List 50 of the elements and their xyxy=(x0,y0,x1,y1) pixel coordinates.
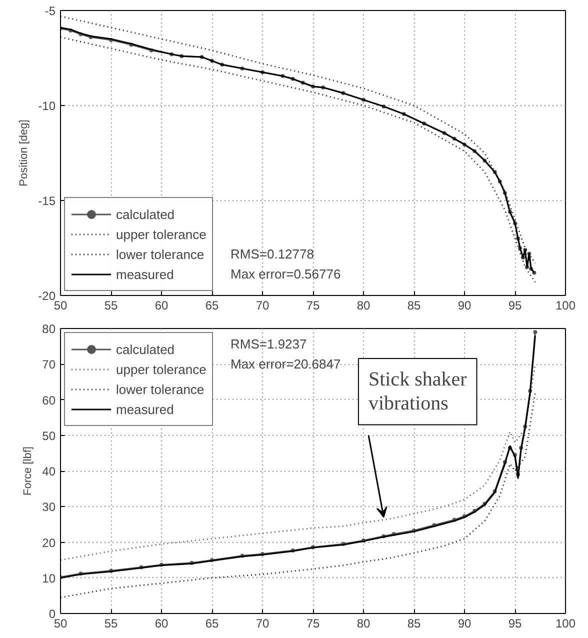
x-tick-label: 60 xyxy=(154,298,168,312)
legend-label: calculated xyxy=(116,206,175,222)
legend-label: calculated xyxy=(116,342,175,356)
x-tick-label: 65 xyxy=(205,616,219,630)
x-tick-label: 100 xyxy=(555,298,576,312)
y-tick-label: 80 xyxy=(42,322,56,336)
x-tick-label: 85 xyxy=(407,616,421,630)
y-tick-label: -20 xyxy=(38,289,56,303)
y-tick-label: -15 xyxy=(38,194,56,208)
x-tick-label: 75 xyxy=(306,298,320,312)
x-tick-label: 60 xyxy=(154,616,168,630)
y-tick-label: 70 xyxy=(42,358,56,372)
legend-label: upper tolerance xyxy=(116,226,206,242)
y-tick-label: -10 xyxy=(38,99,56,113)
y-tick-label: 20 xyxy=(42,536,56,550)
y-tick-label: 0 xyxy=(48,607,56,621)
annotation: RMS=0.12778 xyxy=(230,246,314,262)
x-tick-label: 70 xyxy=(256,616,270,630)
x-tick-label: 50 xyxy=(54,298,68,312)
x-tick-label: 55 xyxy=(104,298,118,312)
x-tick-label: 100 xyxy=(555,616,576,630)
x-tick-label: 80 xyxy=(356,298,370,312)
x-tick-label: 85 xyxy=(407,298,421,312)
x-tick-label: 95 xyxy=(508,616,522,630)
annotation: Max error=0.56776 xyxy=(230,266,341,282)
annotation: RMS=1.9237 xyxy=(230,336,307,352)
y-tick-label: 60 xyxy=(42,393,56,408)
x-tick-label: 95 xyxy=(508,298,522,312)
x-tick-label: 70 xyxy=(256,298,270,312)
y-tick-label: -5 xyxy=(44,4,56,18)
annotation: Max error=20.6847 xyxy=(230,356,341,372)
x-tick-label: 90 xyxy=(458,616,472,630)
y-tick-label: 40 xyxy=(42,464,56,478)
legend-label: lower tolerance xyxy=(116,382,204,396)
y-axis-title: Position [deg] xyxy=(18,120,30,186)
legend-label: measured xyxy=(116,266,174,282)
x-tick-label: 75 xyxy=(306,616,320,630)
legend-label: lower tolerance xyxy=(116,246,204,262)
legend-label: upper tolerance xyxy=(116,362,206,376)
x-tick-label: 80 xyxy=(356,616,370,630)
legend-label: measured xyxy=(116,402,174,416)
x-tick-label: 90 xyxy=(458,298,472,312)
y-tick-label: 30 xyxy=(42,500,56,514)
y-tick-label: 50 xyxy=(42,428,56,443)
x-tick-label: 55 xyxy=(104,616,118,630)
y-axis-title: Force [lbf] xyxy=(22,446,34,496)
y-tick-label: 10 xyxy=(42,571,56,586)
x-tick-label: 50 xyxy=(54,616,68,630)
x-tick-label: 65 xyxy=(205,298,219,312)
annotation: Stick shaker vibrations xyxy=(368,368,468,415)
